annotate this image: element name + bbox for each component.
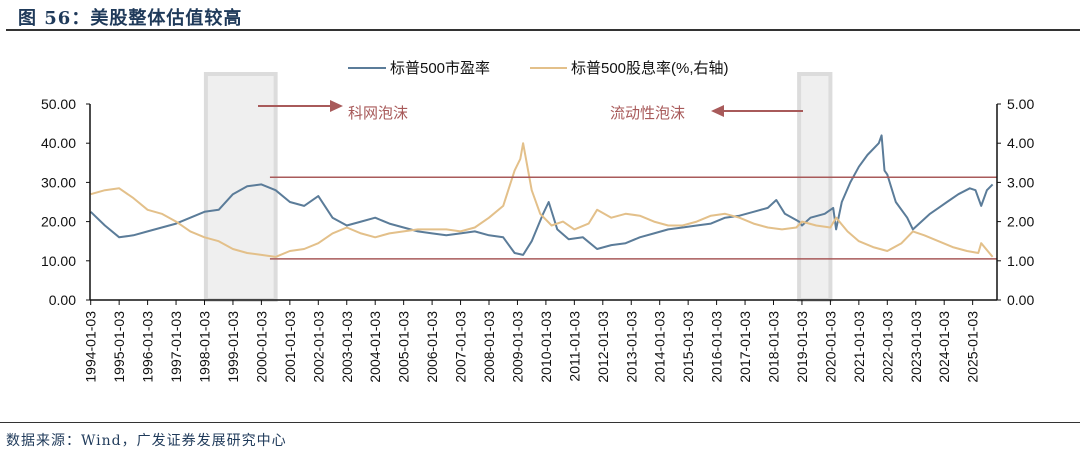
left-axis-label: 30.00 [41,174,76,190]
x-axis-label: 2022-01-03 [879,311,895,383]
left-axis-label: 20.00 [41,214,76,230]
left-axis-label: 0.00 [49,292,76,308]
x-axis-label: 1999-01-03 [225,311,241,383]
right-axis-label: 0.00 [1007,292,1034,308]
x-axis-label: 2024-01-03 [936,311,952,383]
x-axis-label: 1997-01-03 [168,311,184,383]
x-axis-label: 2012-01-03 [595,311,611,383]
x-axis-label: 2023-01-03 [908,311,924,383]
x-axis-label: 2008-01-03 [481,311,497,383]
right-axis-label: 4.00 [1007,135,1034,151]
x-axis-label: 1995-01-03 [111,311,127,383]
x-axis-label: 2020-01-03 [822,311,838,383]
x-axis-label: 2004-01-03 [367,311,383,383]
arrowhead-right-icon [330,100,343,112]
right-axis-label: 2.00 [1007,214,1034,230]
right-axis-label: 3.00 [1007,174,1034,190]
x-axis-label: 2018-01-03 [766,311,782,383]
x-axis-label: 2003-01-03 [339,311,355,383]
right-axis-label: 5.00 [1007,96,1034,112]
x-axis-label: 1994-01-03 [83,311,99,383]
x-axis-label: 2015-01-03 [680,311,696,383]
left-axis-label: 50.00 [41,96,76,112]
x-axis-label: 2011-01-03 [566,311,582,382]
x-axis-label: 2006-01-03 [424,311,440,383]
x-axis-label: 2000-01-03 [253,311,269,383]
left-axis-label: 10.00 [41,253,76,269]
legend-label-dividend-yield: 标普500股息率(%,右轴) [571,60,729,77]
x-axis-label: 2005-01-03 [396,311,412,383]
x-axis-label: 2007-01-03 [453,311,469,383]
source-note: 数据来源：Wind，广发证券发展研究中心 [6,433,287,449]
left-axis-label: 40.00 [41,135,76,151]
dividend-yield-line [90,142,994,258]
x-axis-label: 2010-01-03 [538,311,554,383]
right-axis-label: 1.00 [1007,253,1034,269]
x-axis-label: 2019-01-03 [794,311,810,383]
footer-divider [0,422,1080,423]
annotation-dotcom-bubble: 科网泡沫 [348,105,408,122]
x-axis-label: 2021-01-03 [851,311,867,383]
x-axis-label: 2009-01-03 [509,311,525,383]
x-axis-label: 2016-01-03 [709,311,725,383]
shaded-period-1 [203,72,278,302]
annotation-liquidity-bubble: 流动性泡沫 [610,105,685,122]
x-axis-label: 1998-01-03 [197,311,213,383]
shaded-period-2 [797,72,833,302]
x-axis-label: 2002-01-03 [310,311,326,383]
x-axis-label: 2025-01-03 [965,311,981,383]
pe-ratio-line [90,134,994,256]
x-axis-label: 2014-01-03 [652,311,668,383]
x-axis-label: 2013-01-03 [623,311,639,383]
x-axis-label: 2017-01-03 [737,311,753,383]
arrowhead-left-icon [711,105,724,117]
x-axis-label: 2001-01-03 [282,311,298,383]
legend-label-pe-ratio: 标普500市盈率 [390,60,490,77]
figure-title: 图 56：美股整体估值较高 [18,8,243,29]
x-axis-label: 1996-01-03 [140,311,156,383]
title-divider [6,29,1080,31]
